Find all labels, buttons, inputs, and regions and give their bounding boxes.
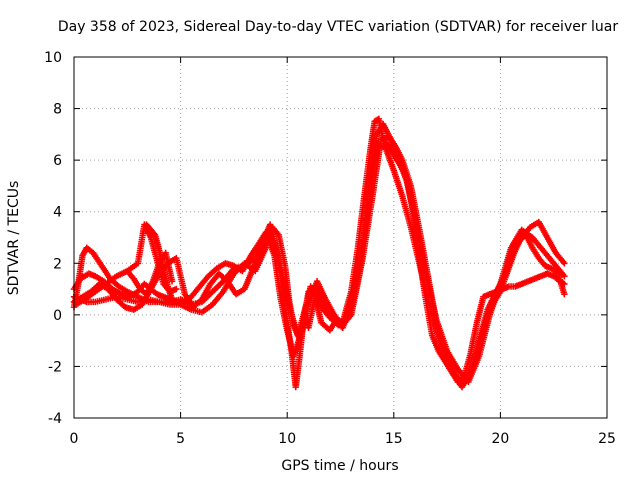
x-tick-label: 25 bbox=[598, 431, 616, 447]
y-tick-label: -2 bbox=[48, 359, 62, 375]
y-tick-label: 0 bbox=[53, 308, 62, 324]
data-point bbox=[150, 230, 158, 237]
data-point bbox=[177, 298, 184, 306]
y-tick-label: 2 bbox=[53, 256, 62, 272]
x-tick-label: 10 bbox=[278, 431, 296, 447]
y-tick-label: -4 bbox=[48, 411, 62, 427]
data-point bbox=[173, 285, 180, 293]
plot-frame bbox=[73, 56, 608, 419]
data-point bbox=[561, 260, 568, 267]
series-trace-g bbox=[143, 221, 184, 306]
axis-ticks bbox=[73, 56, 608, 419]
y-tick-label: 6 bbox=[53, 153, 62, 169]
y-tick-label: 4 bbox=[53, 205, 62, 221]
data-point bbox=[561, 291, 568, 298]
y-axis-label: SDTVAR / TECUs bbox=[6, 181, 22, 296]
x-tick-label: 0 bbox=[70, 431, 79, 447]
series-trace-c bbox=[70, 133, 568, 386]
y-tick-label: 10 bbox=[44, 50, 62, 66]
data-points bbox=[70, 115, 568, 391]
series-trace-d bbox=[70, 141, 568, 391]
y-tick-label: 8 bbox=[53, 102, 62, 118]
x-tick-label: 20 bbox=[491, 431, 509, 447]
y-tick-labels: -4 -2 0 2 4 6 8 10 bbox=[44, 50, 62, 427]
x-tick-label: 5 bbox=[176, 431, 185, 447]
x-tick-labels: 0 5 10 15 20 25 bbox=[70, 431, 616, 447]
series-trace-b bbox=[70, 120, 568, 388]
data-point bbox=[561, 272, 568, 280]
series-main bbox=[70, 115, 568, 391]
x-axis-label: GPS time / hours bbox=[281, 458, 398, 474]
chart-title: Day 358 of 2023, Sidereal Day-to-day VTE… bbox=[58, 19, 619, 35]
x-tick-label: 15 bbox=[385, 431, 403, 447]
data-point bbox=[168, 278, 176, 285]
